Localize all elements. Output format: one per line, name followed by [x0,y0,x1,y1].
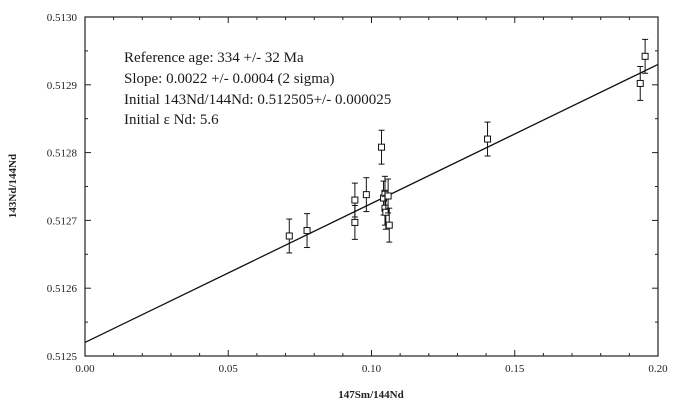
data-point [285,218,293,254]
y-tick-label: 0.5126 [47,283,78,295]
point-marker [285,232,293,240]
x-tick-label: 0.10 [362,363,382,375]
data-points-layer [285,38,649,254]
y-axis-title: 143Nd/144Nd [7,154,19,218]
x-axis-title: 147Sm/144Nd [338,389,403,401]
data-point [385,207,393,243]
point-marker [378,143,386,151]
point-marker [303,227,311,235]
isochron-fit-line [84,63,659,344]
point-marker [351,196,359,204]
y-tick-label: 0.5125 [47,351,78,363]
plot-frame [84,16,659,357]
point-marker [351,218,359,226]
data-point [351,204,359,240]
point-marker [636,79,644,87]
data-point [384,178,392,214]
y-axis: 0.5125 0.5126 0.5127 0.5128 0.5129 0.5130 [47,12,658,363]
x-tick-label: 0.00 [75,363,95,375]
data-point [362,177,370,213]
point-marker [484,135,492,143]
point-marker [362,191,370,199]
point-marker [385,221,393,229]
y-tick-label: 0.5127 [47,215,78,227]
annotation-initial-epsilon-nd: Initial ε Nd: 5.6 [124,112,219,128]
x-axis: 0.00 0.05 0.10 0.15 0.20 [75,17,668,375]
y-tick-label: 0.5128 [47,148,78,160]
y-tick-label: 0.5130 [47,12,78,24]
x-tick-label: 0.20 [648,363,668,375]
point-marker [384,192,392,200]
annotation-initial-ratio: Initial 143Nd/144Nd: 0.512505+/- 0.00002… [124,92,391,108]
annotation-block: Reference age: 334 +/- 32 Ma Slope: 0.00… [124,50,391,128]
data-point [484,121,492,157]
data-point [641,38,649,74]
x-tick-label: 0.05 [219,363,239,375]
point-marker [641,52,649,60]
annotation-reference-age: Reference age: 334 +/- 32 Ma [124,50,304,66]
x-tick-label: 0.15 [505,363,525,375]
data-point [303,213,311,249]
fit-line-layer [84,63,659,344]
y-tick-label: 0.5129 [47,80,78,92]
data-point [378,129,386,165]
annotation-slope: Slope: 0.0022 +/- 0.0004 (2 sigma) [124,71,335,87]
data-point [636,65,644,101]
